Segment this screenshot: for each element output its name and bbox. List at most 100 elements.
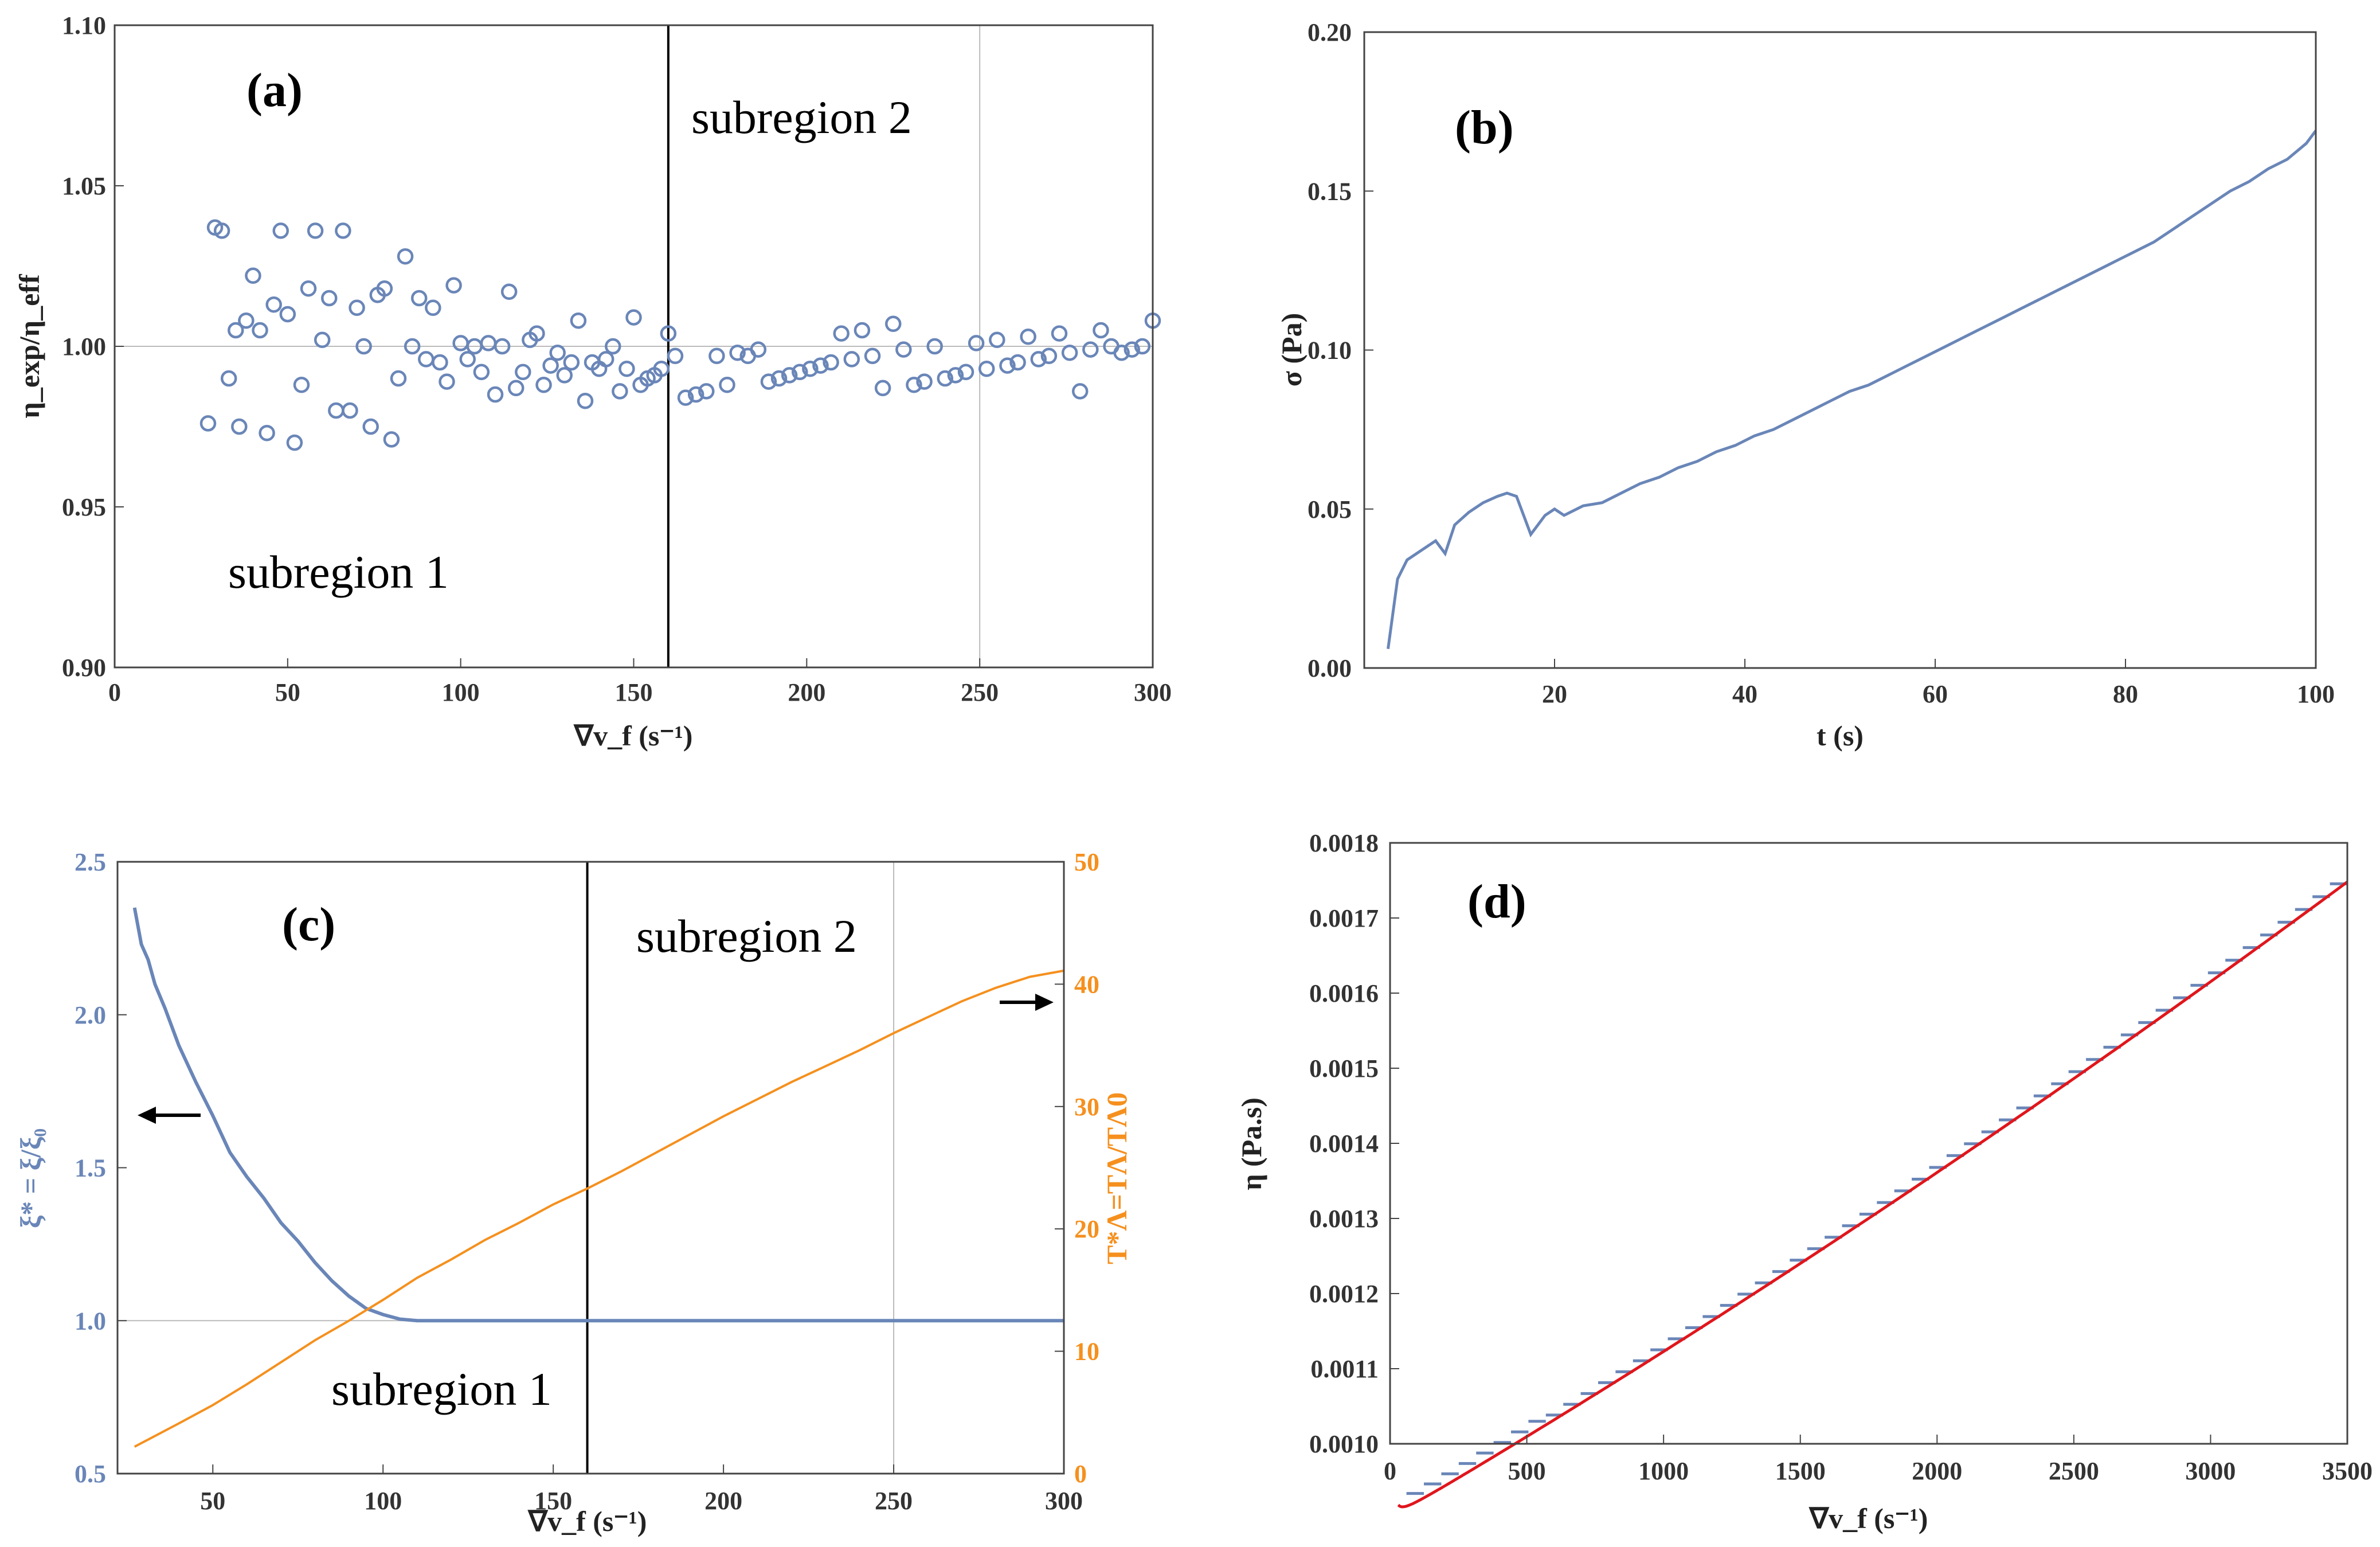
x-tick-label: 150 [615,678,653,706]
y-right-tick-label: 10 [1074,1338,1099,1366]
data-point [750,341,767,358]
data-point [612,383,628,400]
y-left-tick-label: 0.5 [75,1460,106,1488]
data-point [1009,354,1026,371]
temperature-series-line [134,969,1064,1448]
data-point [677,389,694,406]
x-tick-label: 300 [1134,678,1172,706]
data-point [781,367,798,384]
data-point [597,351,614,368]
y-tick-label: 1.05 [62,172,106,200]
data-point [792,364,808,381]
y-right-tick-label: 30 [1074,1093,1099,1121]
x-tick-label: 300 [1045,1487,1083,1515]
data-point [653,360,670,377]
data-point [885,315,902,333]
data-point [906,376,922,393]
y-axis-label: η (Pa.s) [1235,1097,1267,1190]
data-point [473,364,490,381]
y-tick-label: 0.90 [62,654,106,682]
x-tick-label: 40 [1732,680,1757,708]
data-point [272,222,289,239]
x-axis-label: t (s) [1817,720,1864,752]
data-point [383,431,400,448]
x-tick-label: 200 [788,678,825,706]
data-point [549,344,566,361]
data-point [1124,341,1141,358]
x-tick-label: 3000 [2185,1457,2236,1485]
data-point [362,418,379,435]
data-point [452,335,469,351]
x-tick-label: 50 [200,1487,225,1515]
data-point [459,351,476,368]
fit-curve-line [1397,880,2348,1509]
panel-c-label: (c) [282,898,335,951]
data-point [279,306,296,323]
x-tick-label: 50 [275,678,300,706]
data-point [812,357,829,374]
y-tick-label: 0.0014 [1309,1130,1379,1158]
data-point [1093,322,1109,339]
panel-b-label: (b) [1455,101,1514,154]
y-tick-label: 0.20 [1308,18,1352,46]
data-point [355,338,372,355]
panel-c: 50 100 150 200 250 300 0.5 1.0 1.5 2.0 2.5 0 10 20 30 4… [14,848,1133,1537]
data-point [667,347,684,365]
data-point [265,296,282,313]
data-point [245,267,261,284]
left-arrow [138,1107,201,1124]
x-tick-label: 20 [1542,680,1567,708]
data-point [556,367,573,384]
data-point [252,322,268,339]
data-point [1040,347,1058,365]
y-right-tick-label: 40 [1074,970,1099,998]
panel-a: 0 50 100 150 200 250 300 0.90 0.95 1.00 1.05 1.10 (… [13,11,1172,752]
data-point [535,376,552,393]
data-point [432,354,448,371]
y-left-tick-label: 1.0 [75,1307,106,1335]
x-tick-label: 60 [1923,680,1948,708]
y-axis-label: η_exp/η_eff [13,274,45,419]
data-point [335,222,351,239]
data-point [1020,328,1036,345]
data-point [529,325,545,342]
x-axis-label: ∇v_f (s⁻¹) [573,720,693,752]
data-point [843,351,860,368]
data-point [619,360,635,377]
data-point [698,383,715,400]
data-point [729,344,746,361]
x-tick-label: 100 [2297,680,2335,708]
data-point [349,299,365,317]
x-tick-label: 0 [1384,1457,1396,1485]
y-left-tick-label: 1.5 [75,1154,106,1182]
y-right-tick-label: 0 [1074,1460,1087,1488]
data-point [286,434,303,451]
data-point [314,331,331,349]
data-point [238,312,255,329]
data-point [1061,344,1078,361]
subregion-1-label: subregion 1 [331,1363,552,1415]
data-point [895,341,912,358]
data-point [660,325,677,342]
data-point [220,370,237,387]
right-arrow [1000,994,1054,1011]
data-point [989,331,1005,349]
y-axis-label-left: ξ* = ξ/ξ₀ [14,1128,46,1228]
y-tick-label: 0.0015 [1309,1054,1379,1083]
data-point [916,373,933,390]
x-tick-label: 80 [2113,680,2138,708]
x-tick-label: 200 [704,1487,742,1515]
data-point [708,347,725,365]
data-point [300,280,317,297]
subregion-2-label: subregion 2 [691,91,912,143]
x-axis-label: ∇v_f (s⁻¹) [527,1505,647,1537]
data-point [957,364,974,381]
data-point [410,290,428,307]
y-tick-label: 0.05 [1308,495,1352,524]
data-point [978,360,995,377]
y-tick-label: 0.15 [1308,177,1352,205]
data-point [321,290,338,307]
right-arrow-head [1035,994,1054,1011]
data-point [1134,338,1151,355]
data-point [968,335,985,351]
